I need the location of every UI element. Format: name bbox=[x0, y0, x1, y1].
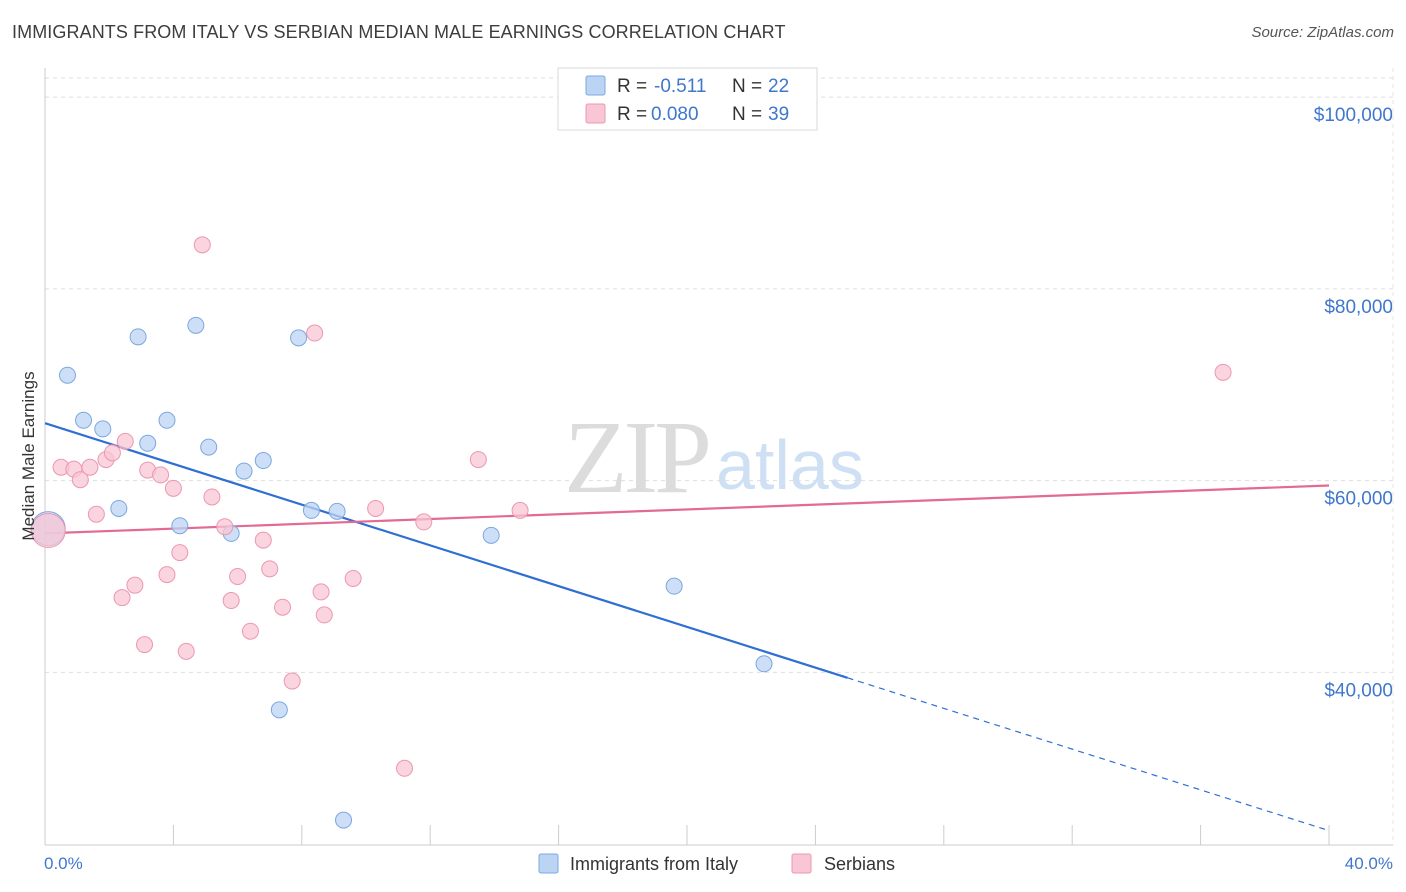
stats-r-label-blue: R = bbox=[617, 76, 647, 97]
source-credit: Source: ZipAtlas.com bbox=[1251, 24, 1394, 41]
data-point bbox=[270, 701, 288, 719]
data-point bbox=[328, 502, 346, 520]
watermark: ZIP atlas bbox=[564, 400, 864, 515]
data-point bbox=[187, 316, 205, 334]
data-point bbox=[87, 505, 105, 523]
data-point bbox=[306, 324, 324, 342]
data-point bbox=[302, 501, 320, 519]
grid-layer bbox=[45, 77, 1393, 673]
data-point bbox=[58, 366, 76, 384]
stats-swatch-pink bbox=[585, 103, 606, 124]
axes-layer: $40,000 $60,000 $80,000 $100,000 bbox=[44, 68, 1394, 846]
data-point bbox=[254, 531, 272, 549]
data-point bbox=[315, 606, 333, 624]
data-point bbox=[511, 501, 529, 519]
stats-r-label-pink: R = bbox=[617, 104, 647, 125]
stats-n-label-blue: N = bbox=[732, 76, 762, 97]
y-tick-label: $80,000 bbox=[1324, 297, 1393, 318]
data-point bbox=[171, 544, 189, 562]
x-tick-label-max: 40.0% bbox=[1345, 854, 1393, 873]
trend-line-pink bbox=[44, 484, 1330, 535]
y-tick-label: $40,000 bbox=[1324, 680, 1393, 701]
y-tick-label: $100,000 bbox=[1314, 105, 1393, 126]
data-point bbox=[103, 444, 121, 462]
stats-n-value-pink: 39 bbox=[768, 104, 789, 125]
series-legend: Immigrants from Italy Serbians bbox=[538, 853, 895, 874]
chart-title: IMMIGRANTS FROM ITALY VS SERBIAN MEDIAN … bbox=[12, 22, 786, 42]
data-point bbox=[396, 759, 414, 777]
data-point bbox=[75, 411, 93, 429]
stats-legend: R = -0.511 N = 22 R = 0.080 N = 39 bbox=[557, 67, 818, 131]
stats-swatch-blue bbox=[585, 75, 606, 96]
data-point bbox=[116, 432, 134, 450]
data-point bbox=[203, 488, 221, 506]
data-point bbox=[158, 566, 176, 584]
data-point bbox=[241, 622, 259, 640]
data-point bbox=[136, 636, 154, 654]
data-point bbox=[312, 583, 330, 601]
trend-line-extension-blue bbox=[847, 677, 1330, 832]
watermark-atlas: atlas bbox=[716, 426, 864, 504]
data-point bbox=[81, 458, 99, 476]
data-point bbox=[290, 329, 308, 347]
data-point bbox=[335, 811, 353, 829]
legend-label-serbians: Serbians bbox=[824, 854, 895, 874]
data-point bbox=[94, 420, 112, 438]
data-point bbox=[344, 569, 362, 587]
y-tick-label: $60,000 bbox=[1324, 489, 1393, 510]
series-pink-points bbox=[30, 236, 1232, 777]
data-point bbox=[261, 560, 279, 578]
trend-line-blue bbox=[44, 422, 848, 679]
data-point bbox=[152, 466, 170, 484]
data-point bbox=[193, 236, 211, 254]
data-point bbox=[200, 438, 218, 456]
data-point bbox=[367, 499, 385, 517]
data-point bbox=[482, 526, 500, 544]
data-point bbox=[177, 642, 195, 660]
data-point bbox=[129, 328, 147, 346]
stats-n-label-pink: N = bbox=[732, 104, 762, 125]
legend-swatch-serbians bbox=[791, 853, 812, 874]
data-point bbox=[283, 672, 301, 690]
stats-n-value-blue: 22 bbox=[768, 76, 789, 97]
data-point bbox=[469, 451, 487, 469]
data-point bbox=[113, 589, 131, 607]
data-point bbox=[216, 518, 234, 536]
data-point bbox=[158, 411, 176, 429]
x-tick-label-min: 0.0% bbox=[44, 854, 83, 873]
legend-label-italy: Immigrants from Italy bbox=[570, 854, 738, 874]
data-point bbox=[235, 462, 253, 480]
trend-lines bbox=[44, 422, 1330, 832]
stats-r-value-pink: 0.080 bbox=[651, 104, 699, 125]
stats-r-value-blue: -0.511 bbox=[654, 76, 706, 97]
data-point bbox=[126, 576, 144, 594]
legend-swatch-italy bbox=[538, 853, 559, 874]
watermark-zip: ZIP bbox=[564, 400, 708, 515]
data-point bbox=[755, 655, 773, 673]
data-point bbox=[222, 592, 240, 610]
data-point bbox=[665, 577, 683, 595]
y-axis-label: Median Male Earnings bbox=[19, 371, 38, 540]
data-point bbox=[164, 479, 182, 497]
data-point bbox=[71, 471, 89, 489]
data-point bbox=[30, 513, 66, 549]
data-point bbox=[415, 513, 433, 531]
data-point bbox=[1214, 363, 1232, 381]
data-point bbox=[139, 434, 157, 452]
data-points bbox=[30, 236, 1232, 829]
data-point bbox=[110, 499, 128, 517]
series-blue-points bbox=[30, 316, 773, 829]
data-point bbox=[254, 452, 272, 470]
data-point bbox=[274, 598, 292, 616]
data-point bbox=[229, 568, 247, 586]
data-point bbox=[171, 517, 189, 535]
